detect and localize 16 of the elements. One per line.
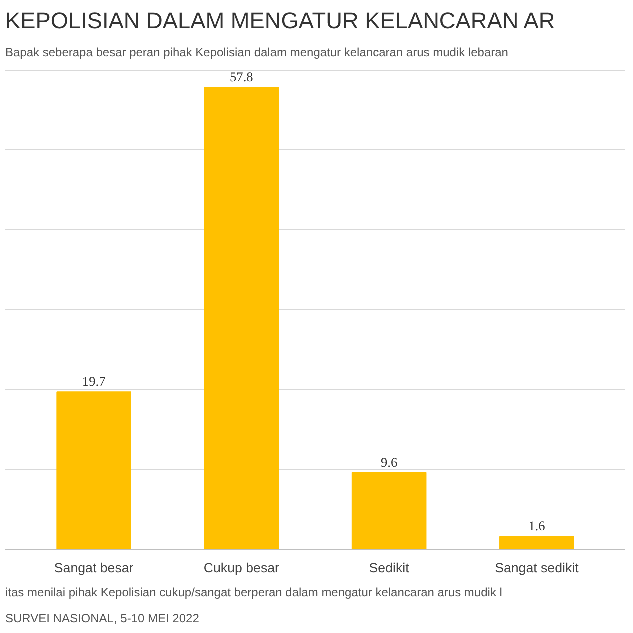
bar [56, 392, 132, 550]
x-tick-label: Sangat besar [54, 560, 134, 576]
chart-title: KEPOLISIAN DALAM MENGATUR KELANCARAN AR [6, 8, 556, 34]
data-label: 19.7 [82, 374, 106, 390]
data-label: 9.6 [380, 454, 398, 470]
bar [204, 87, 280, 550]
data-label: 57.8 [230, 70, 254, 85]
bar [352, 472, 427, 550]
x-tick-label: Sangat sedikit [495, 560, 580, 576]
text: SURVEI NASIONAL, 5-10 MEI 2022 [6, 612, 200, 626]
bar [500, 536, 574, 550]
text: itas menilai pihak Kepolisian cukup/sangat berperan dalam mengatur kelancaran arus mudik l [6, 586, 502, 600]
chart-subtitle: Bapak seberapa besar peran pihak Kepolisian dalam mengatur kelancaran arus mudik lebaran [6, 46, 508, 60]
data-label: 1.6 [528, 518, 546, 534]
x-tick-label: Sedikit [369, 560, 410, 576]
x-tick-label: Cukup besar [204, 560, 280, 576]
